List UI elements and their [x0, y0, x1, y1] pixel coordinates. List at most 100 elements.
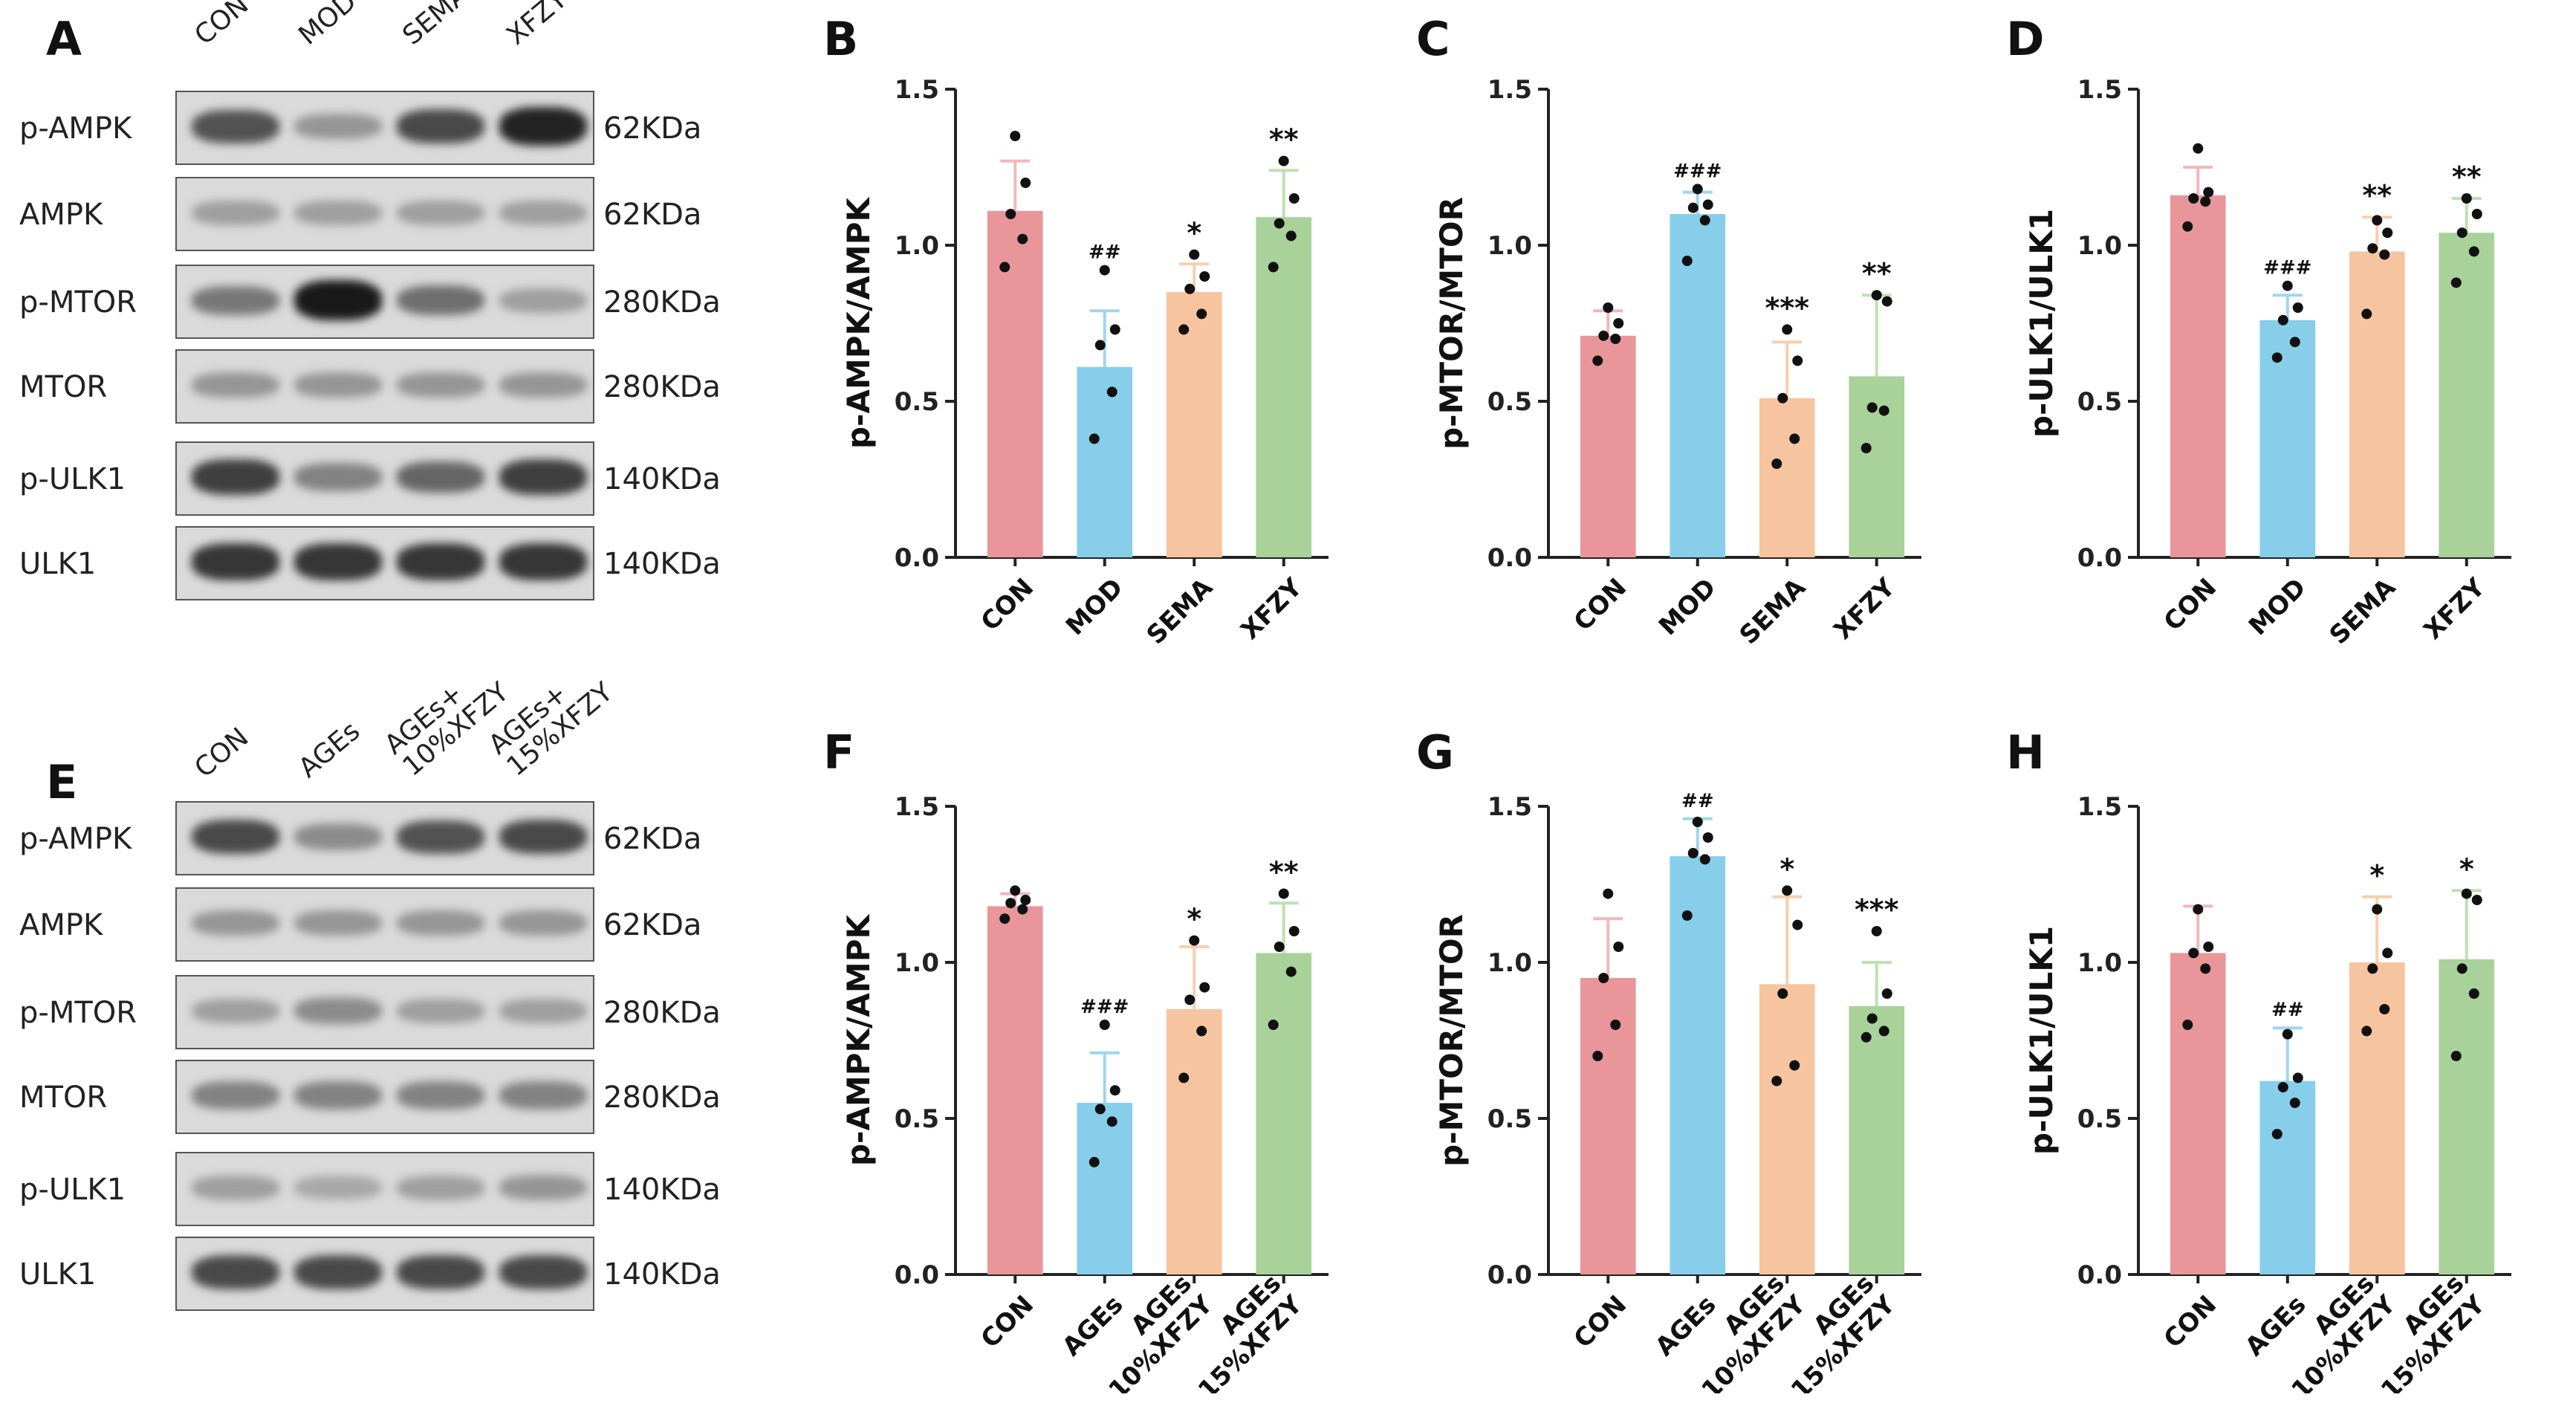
- blot-strip: [175, 441, 594, 516]
- blot-band: [294, 543, 382, 580]
- y-axis-label: p-AMPK/AMPK: [840, 914, 877, 1167]
- panel-label-d: D: [2006, 12, 2045, 66]
- blot-strip: [175, 1060, 594, 1134]
- data-point: [1792, 919, 1803, 930]
- significance-label: **: [2362, 179, 2392, 212]
- x-tick-label-group: MOD: [2243, 573, 2312, 642]
- data-point: [1860, 443, 1872, 453]
- data-point: [1789, 1060, 1800, 1071]
- x-tick-label-group: AGEs: [1649, 1290, 1722, 1362]
- x-tick-label-group: CON: [2158, 573, 2222, 637]
- data-point: [1285, 966, 1297, 977]
- blot-band: [294, 997, 382, 1024]
- y-axis-label: p-AMPK/AMPK: [840, 197, 877, 450]
- bar: [1256, 217, 1312, 557]
- bar-chart-svg: 0.0 0.5 1.0 1.5 p-AMPK/AMPK CON ## MOD * SEMA ** XF…: [840, 75, 1328, 650]
- blot-molecular-weight: 280KDa: [603, 285, 721, 320]
- bar-chart-svg: 0.00.51.01.5p-AMPK/AMPKCON###AGEs*AGEs+1…: [840, 792, 1328, 1409]
- y-tick-label: 0.5: [2077, 387, 2122, 417]
- data-point: [1178, 1072, 1190, 1084]
- data-point: [2277, 1082, 2288, 1092]
- blot-strip: [175, 265, 594, 339]
- data-point: [1199, 982, 1210, 993]
- data-point: [1878, 405, 1889, 416]
- blot-row-label: p-MTOR: [19, 285, 137, 320]
- data-point: [1866, 1013, 1878, 1024]
- y-tick-label: 1.5: [895, 75, 939, 105]
- blot-row-label: ULK1: [19, 547, 97, 581]
- data-point: [2188, 948, 2199, 959]
- x-tick-label-group: AGEs: [2239, 1290, 2311, 1362]
- data-point: [2367, 243, 2378, 254]
- data-point: [1702, 199, 1713, 210]
- panel-label-c: C: [1416, 12, 1450, 66]
- y-tick-label: 0.0: [2077, 543, 2122, 573]
- blot-molecular-weight: 62KDa: [603, 111, 702, 146]
- panel-label-e: E: [46, 755, 78, 809]
- blot-strip: [175, 1152, 594, 1226]
- x-tick-label: SEMA: [1734, 572, 1812, 650]
- bar: [1077, 366, 1133, 557]
- blot-band: [192, 109, 279, 143]
- chart-c: 0.0 0.5 1.0 1.5 p-MTOR/MTOR CON ### MOD *** SEMA *…: [1416, 67, 1936, 680]
- data-point: [1881, 988, 1892, 999]
- data-point: [2468, 988, 2479, 999]
- data-point: [1681, 256, 1693, 266]
- blot-band: [397, 372, 484, 398]
- data-point: [1771, 459, 1782, 469]
- significance-label: ***: [1765, 291, 1809, 324]
- bar: [2170, 953, 2226, 1274]
- x-tick-label-group: SEMA: [1734, 572, 1812, 650]
- blot-band: [294, 280, 382, 320]
- western-blot-bottom: CON AGEs AGEs+ 10%XFZY AGEs+ 15%XFZY p-AMPK 62K…: [0, 677, 817, 1409]
- y-tick-label: 1.0: [1487, 231, 1532, 261]
- y-tick-label: 1.0: [1487, 948, 1532, 978]
- data-point: [1278, 155, 1289, 166]
- data-point: [1771, 1075, 1782, 1086]
- x-tick-label: CON: [2158, 1290, 2222, 1354]
- data-point: [2468, 246, 2479, 257]
- blot-band: [499, 1174, 587, 1201]
- y-tick-label: 1.0: [2077, 231, 2122, 261]
- data-point: [1005, 209, 1016, 219]
- y-tick-label: 1.5: [2077, 75, 2122, 105]
- bar: [1580, 335, 1636, 557]
- blot-band: [397, 108, 484, 144]
- x-tick-label-group: SEMA: [1141, 572, 1219, 650]
- data-point: [1878, 1026, 1889, 1037]
- blot-row-label: AMPK: [19, 908, 103, 942]
- blot-band: [397, 1175, 484, 1200]
- blot-strip: [175, 177, 594, 251]
- blot-column-label: CON: [189, 0, 255, 51]
- data-point: [2271, 352, 2283, 363]
- blot-row-label: AMPK: [19, 198, 103, 232]
- data-point: [1184, 283, 1195, 294]
- blot-strip: [175, 526, 594, 600]
- blot-band: [499, 200, 587, 225]
- significance-label: *: [1187, 217, 1201, 250]
- y-tick-label: 0.5: [1487, 1104, 1532, 1134]
- data-point: [1199, 271, 1210, 282]
- significance-label: *: [1187, 903, 1201, 936]
- data-point: [1782, 885, 1793, 896]
- x-tick-label-group: AGEs: [1057, 1290, 1129, 1362]
- data-point: [2182, 221, 2193, 232]
- data-point: [2372, 904, 2383, 915]
- blot-band: [294, 463, 382, 491]
- data-point: [1189, 935, 1200, 946]
- x-tick-label: CON: [976, 1290, 1039, 1354]
- blot-row-label: p-MTOR: [19, 996, 137, 1030]
- data-point: [1288, 193, 1300, 204]
- data-point: [1005, 898, 1016, 909]
- data-point: [1610, 1020, 1621, 1030]
- data-point: [1702, 832, 1713, 843]
- blot-row-label: p-ULK1: [19, 1173, 126, 1207]
- data-point: [1782, 324, 1793, 335]
- panel-label-f: F: [823, 725, 855, 780]
- data-point: [1278, 888, 1289, 899]
- blot-band: [499, 543, 587, 580]
- data-point: [2292, 302, 2303, 313]
- data-point: [2361, 308, 2372, 320]
- data-point: [1699, 854, 1710, 865]
- data-point: [1020, 895, 1031, 905]
